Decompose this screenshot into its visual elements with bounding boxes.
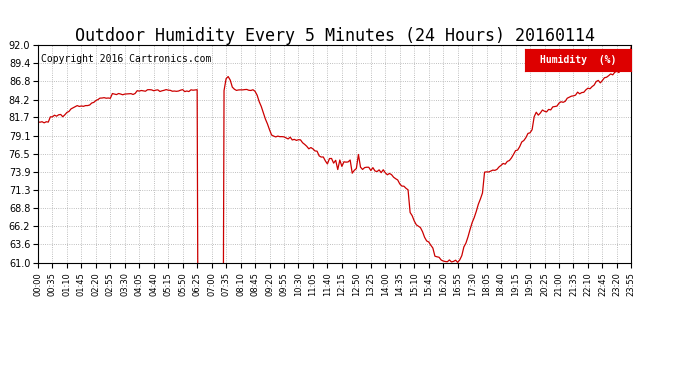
Text: Copyright 2016 Cartronics.com: Copyright 2016 Cartronics.com xyxy=(41,54,211,64)
Title: Outdoor Humidity Every 5 Minutes (24 Hours) 20160114: Outdoor Humidity Every 5 Minutes (24 Hou… xyxy=(75,27,595,45)
